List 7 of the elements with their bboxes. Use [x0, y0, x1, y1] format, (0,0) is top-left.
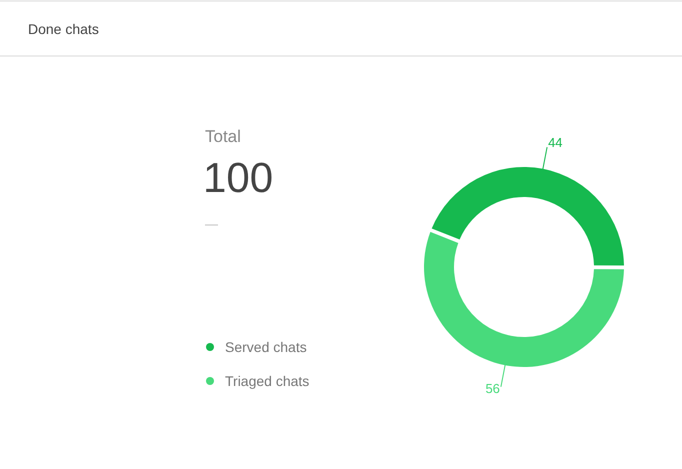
legend-label: Triaged chats — [225, 373, 310, 389]
text: Total — [205, 127, 241, 146]
text: Done chats — [28, 21, 99, 37]
data-label: 56 — [485, 380, 500, 396]
data-label: 44 — [548, 135, 563, 150]
text: 100 — [203, 154, 274, 201]
legend-label: Served chats — [225, 339, 307, 355]
